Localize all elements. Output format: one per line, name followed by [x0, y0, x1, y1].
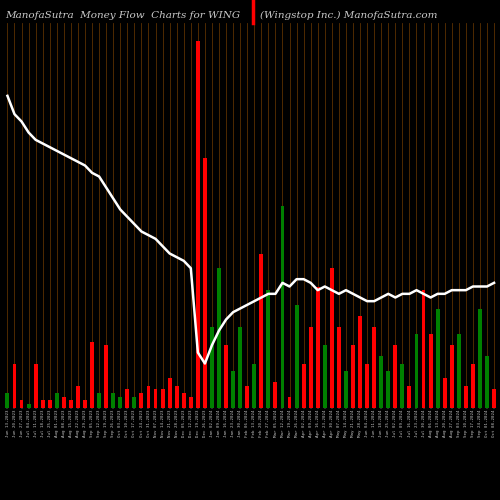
Bar [210, 327, 214, 407]
Bar [140, 393, 143, 407]
Bar [182, 393, 186, 407]
Bar [83, 400, 87, 407]
Bar [168, 378, 172, 408]
Bar [104, 345, 108, 408]
Bar [428, 334, 432, 407]
Bar [196, 41, 200, 408]
Bar [203, 158, 207, 408]
Bar [41, 400, 44, 407]
Bar [323, 345, 326, 408]
Bar [189, 396, 192, 407]
Text: (Wingstop Inc.) ManofaSutra.com: (Wingstop Inc.) ManofaSutra.com [260, 11, 438, 20]
Bar [309, 327, 312, 407]
Bar [365, 364, 369, 408]
Bar [112, 393, 115, 407]
Bar [380, 356, 383, 408]
Bar [146, 386, 150, 407]
Bar [224, 345, 228, 408]
Bar [48, 400, 51, 407]
Bar [485, 356, 489, 408]
Bar [358, 316, 362, 408]
Bar [97, 393, 101, 407]
Bar [34, 364, 38, 408]
Bar [464, 386, 468, 407]
Bar [217, 268, 221, 407]
Bar [246, 386, 249, 407]
Bar [386, 371, 390, 408]
Bar [422, 290, 426, 408]
Bar [175, 386, 178, 407]
Bar [69, 400, 73, 407]
Bar [344, 371, 348, 408]
Bar [20, 400, 24, 407]
Bar [154, 389, 158, 407]
Bar [12, 364, 16, 408]
Bar [408, 386, 412, 407]
Bar [457, 334, 460, 407]
Bar [90, 342, 94, 407]
Bar [400, 364, 404, 408]
Bar [414, 334, 418, 407]
Bar [26, 404, 30, 407]
Bar [274, 382, 278, 407]
Bar [294, 305, 298, 408]
Bar [302, 364, 306, 408]
Bar [288, 396, 292, 407]
Bar [266, 290, 270, 408]
Bar [443, 378, 446, 408]
Bar [394, 345, 398, 408]
Bar [337, 327, 341, 407]
Bar [436, 308, 440, 408]
Bar [330, 268, 334, 407]
Bar [316, 286, 320, 408]
Bar [351, 345, 355, 408]
Bar [231, 371, 235, 408]
Bar [76, 386, 80, 407]
Text: ManofaSutra  Money Flow  Charts for WING: ManofaSutra Money Flow Charts for WING [5, 11, 240, 20]
Bar [450, 345, 454, 408]
Bar [260, 254, 264, 408]
Bar [160, 389, 164, 407]
Bar [471, 364, 475, 408]
Bar [132, 396, 136, 407]
Bar [238, 327, 242, 407]
Bar [55, 393, 58, 407]
Bar [280, 206, 284, 408]
Bar [492, 389, 496, 407]
Bar [62, 396, 66, 407]
Bar [126, 389, 130, 407]
Bar [6, 393, 10, 407]
Bar [118, 396, 122, 407]
Bar [252, 364, 256, 408]
Bar [478, 308, 482, 408]
Bar [372, 327, 376, 407]
